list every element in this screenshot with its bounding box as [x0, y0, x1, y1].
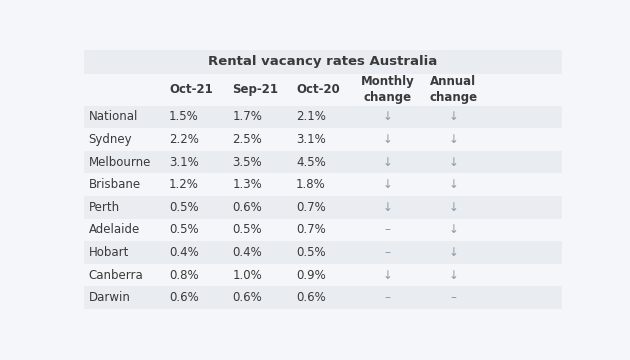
- Text: Perth: Perth: [88, 201, 120, 214]
- Text: 0.6%: 0.6%: [232, 291, 262, 304]
- Text: ↓: ↓: [449, 111, 459, 123]
- Text: 0.9%: 0.9%: [296, 269, 326, 282]
- Text: ↓: ↓: [449, 269, 459, 282]
- Text: Brisbane: Brisbane: [88, 178, 140, 191]
- Text: ↓: ↓: [382, 156, 392, 168]
- Text: 1.3%: 1.3%: [232, 178, 262, 191]
- Bar: [84, 74, 562, 105]
- Text: ↓: ↓: [449, 178, 459, 191]
- Bar: [84, 174, 562, 196]
- Text: Monthly
change: Monthly change: [361, 75, 415, 104]
- Bar: [84, 105, 562, 128]
- Text: 0.8%: 0.8%: [169, 269, 198, 282]
- Text: Hobart: Hobart: [88, 246, 129, 259]
- Text: ↓: ↓: [382, 111, 392, 123]
- Text: 1.0%: 1.0%: [232, 269, 262, 282]
- Text: 0.5%: 0.5%: [169, 223, 198, 236]
- Text: 2.1%: 2.1%: [296, 111, 326, 123]
- Text: 1.8%: 1.8%: [296, 178, 326, 191]
- Text: 0.7%: 0.7%: [296, 223, 326, 236]
- Text: 0.4%: 0.4%: [232, 246, 262, 259]
- Text: ↓: ↓: [449, 246, 459, 259]
- Bar: [84, 241, 562, 264]
- Text: Sydney: Sydney: [88, 133, 132, 146]
- Bar: [84, 286, 562, 309]
- Bar: [84, 219, 562, 241]
- Text: ↓: ↓: [449, 223, 459, 236]
- Text: 1.5%: 1.5%: [169, 111, 199, 123]
- Text: Annual
change: Annual change: [430, 75, 478, 104]
- Text: ↓: ↓: [449, 201, 459, 214]
- Text: ↓: ↓: [449, 156, 459, 168]
- Text: Oct-21: Oct-21: [169, 83, 213, 96]
- Bar: [84, 264, 562, 286]
- Text: 4.5%: 4.5%: [296, 156, 326, 168]
- Text: 2.5%: 2.5%: [232, 133, 262, 146]
- Bar: [84, 196, 562, 219]
- Text: 1.7%: 1.7%: [232, 111, 263, 123]
- Text: ↓: ↓: [382, 178, 392, 191]
- Text: 0.6%: 0.6%: [169, 291, 199, 304]
- Text: 1.2%: 1.2%: [169, 178, 199, 191]
- Text: 0.7%: 0.7%: [296, 201, 326, 214]
- Text: –: –: [385, 246, 391, 259]
- Text: –: –: [450, 291, 456, 304]
- Text: 3.1%: 3.1%: [169, 156, 199, 168]
- Text: ↓: ↓: [382, 201, 392, 214]
- Text: ↓: ↓: [382, 269, 392, 282]
- Text: Melbourne: Melbourne: [88, 156, 151, 168]
- Bar: [84, 151, 562, 174]
- Text: 2.2%: 2.2%: [169, 133, 199, 146]
- Text: 0.5%: 0.5%: [232, 223, 262, 236]
- Text: Rental vacancy rates Australia: Rental vacancy rates Australia: [209, 55, 437, 68]
- Text: 3.1%: 3.1%: [296, 133, 326, 146]
- Text: 0.6%: 0.6%: [296, 291, 326, 304]
- Text: 0.4%: 0.4%: [169, 246, 199, 259]
- Bar: [84, 50, 562, 74]
- Text: Adelaide: Adelaide: [88, 223, 140, 236]
- Text: –: –: [385, 223, 391, 236]
- Text: Darwin: Darwin: [88, 291, 130, 304]
- Text: 3.5%: 3.5%: [232, 156, 262, 168]
- Text: Canberra: Canberra: [88, 269, 143, 282]
- Text: Oct-20: Oct-20: [296, 83, 340, 96]
- Bar: [84, 128, 562, 151]
- Text: National: National: [88, 111, 138, 123]
- Text: Sep-21: Sep-21: [232, 83, 278, 96]
- Text: ↓: ↓: [449, 133, 459, 146]
- Text: 0.5%: 0.5%: [169, 201, 198, 214]
- Text: –: –: [385, 291, 391, 304]
- Text: 0.5%: 0.5%: [296, 246, 326, 259]
- Text: ↓: ↓: [382, 133, 392, 146]
- Text: 0.6%: 0.6%: [232, 201, 262, 214]
